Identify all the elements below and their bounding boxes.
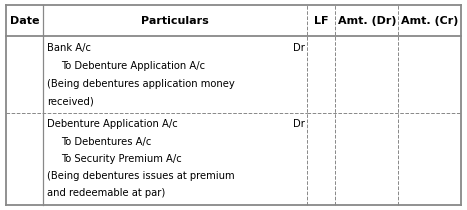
Text: Debenture Application A/c: Debenture Application A/c [47,119,177,129]
Text: received): received) [47,96,93,106]
Text: To Debentures A/c: To Debentures A/c [61,136,151,147]
Text: Bank A/c: Bank A/c [47,43,91,53]
Text: and redeemable at par): and redeemable at par) [47,189,165,198]
Text: (Being debentures issues at premium: (Being debentures issues at premium [47,171,234,181]
Text: To Debenture Application A/c: To Debenture Application A/c [61,61,205,71]
Text: Dr: Dr [293,119,304,129]
Text: To Security Premium A/c: To Security Premium A/c [61,154,182,164]
Text: Date: Date [9,16,39,26]
Text: Dr: Dr [293,43,304,53]
Text: LF: LF [314,16,329,26]
Text: Amt. (Dr): Amt. (Dr) [338,16,396,26]
Text: Particulars: Particulars [141,16,209,26]
Text: (Being debentures application money: (Being debentures application money [47,79,234,89]
Text: Amt. (Cr): Amt. (Cr) [401,16,459,26]
